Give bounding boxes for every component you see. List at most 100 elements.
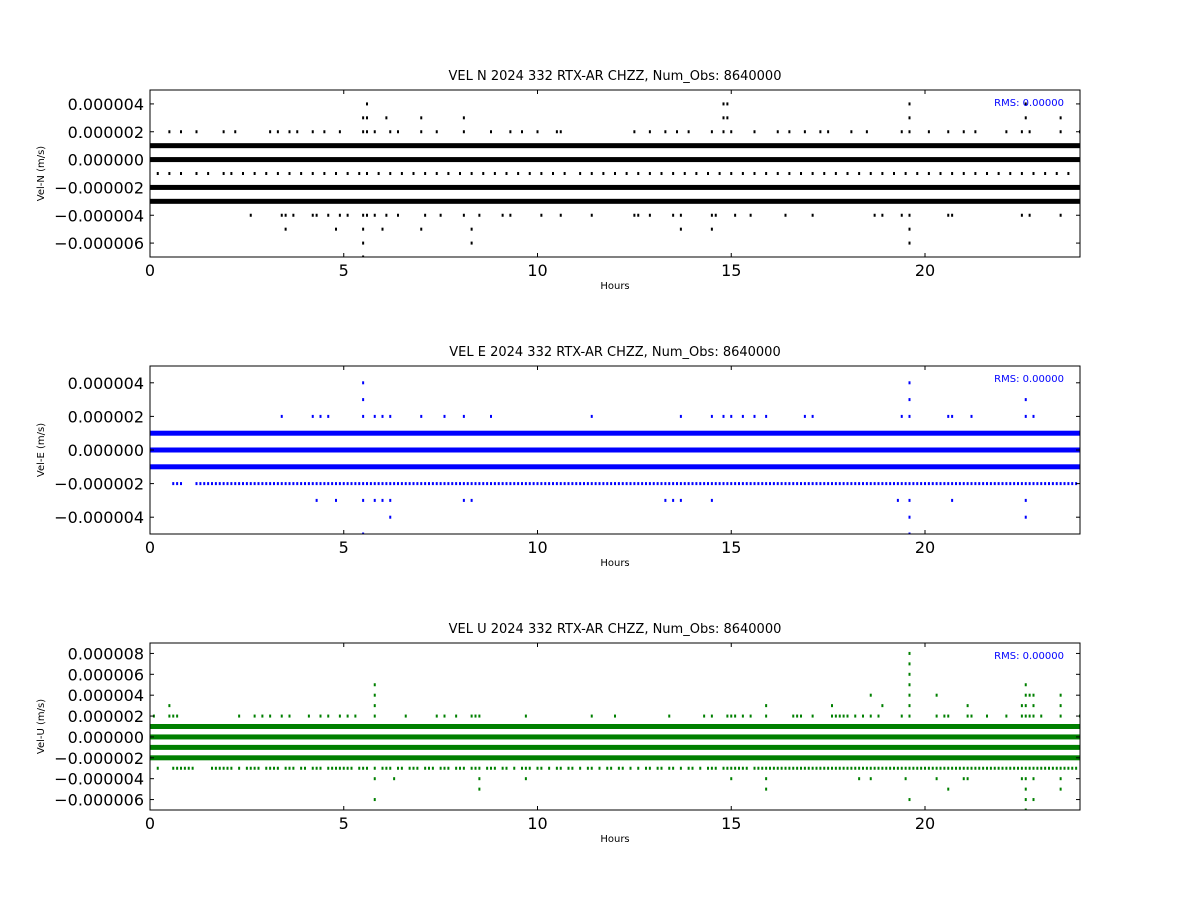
data-point	[660, 482, 663, 486]
data-point	[416, 766, 419, 770]
data-point	[645, 482, 647, 486]
data-point	[645, 766, 647, 770]
data-point	[900, 414, 903, 418]
data-point	[307, 482, 310, 486]
data-point	[404, 714, 407, 718]
data-point	[490, 414, 492, 418]
data-point	[315, 482, 318, 486]
data-point	[803, 414, 806, 418]
data-point	[366, 116, 368, 120]
data-point	[276, 172, 279, 175]
y-tick-label: −0.000006	[54, 791, 144, 810]
data-point	[1017, 766, 1019, 770]
data-point	[420, 130, 423, 134]
data-point	[885, 482, 888, 486]
data-point	[800, 482, 802, 486]
data-point	[900, 130, 903, 134]
data-point	[443, 414, 446, 418]
data-point	[567, 766, 570, 770]
data-point	[435, 482, 438, 486]
data-point	[191, 766, 194, 770]
data-point	[862, 714, 864, 718]
data-point	[722, 130, 725, 134]
data-point	[540, 172, 543, 175]
data-point	[916, 172, 919, 175]
data-point	[249, 213, 252, 217]
data-point	[784, 213, 787, 217]
data-point	[373, 683, 376, 687]
data-point	[505, 482, 508, 486]
data-point	[962, 130, 965, 134]
data-point	[350, 482, 353, 486]
data-point	[931, 482, 934, 486]
data-point	[362, 130, 365, 134]
data-point	[862, 482, 864, 486]
data-point	[935, 693, 938, 697]
data-point	[1028, 766, 1031, 770]
data-point	[1020, 714, 1023, 718]
data-point	[598, 766, 601, 770]
data-point	[811, 414, 814, 418]
data-point	[288, 714, 291, 718]
data-point	[765, 414, 768, 418]
data-point	[908, 766, 911, 770]
data-point	[924, 766, 926, 770]
data-point	[536, 130, 539, 134]
data-point	[1055, 172, 1058, 175]
data-point	[617, 766, 620, 770]
data-point	[927, 766, 930, 770]
data-point	[951, 213, 954, 217]
data-point	[687, 766, 690, 770]
data-point	[749, 714, 752, 718]
data-point	[331, 482, 334, 486]
data-point	[249, 482, 252, 486]
data-point	[571, 482, 574, 486]
data-point	[559, 213, 562, 217]
data-point	[238, 766, 241, 770]
data-point	[1059, 777, 1062, 781]
data-point	[249, 766, 252, 770]
data-point	[482, 482, 485, 486]
data-point	[428, 482, 430, 486]
data-point	[1024, 787, 1027, 791]
data-point	[741, 714, 744, 718]
data-point	[745, 766, 748, 770]
data-point	[462, 482, 465, 486]
data-point	[1020, 704, 1023, 708]
data-point	[811, 172, 814, 175]
data-point	[288, 766, 291, 770]
data-point	[292, 482, 295, 486]
data-point	[265, 766, 268, 770]
data-point	[1017, 482, 1019, 486]
data-point	[362, 241, 365, 245]
data-point	[633, 482, 636, 486]
data-point	[524, 482, 527, 486]
data-point	[362, 532, 365, 534]
data-point	[319, 482, 322, 486]
data-point	[900, 482, 903, 486]
data-point	[528, 482, 531, 486]
data-point	[265, 172, 268, 175]
data-point	[761, 766, 764, 770]
data-point	[908, 227, 911, 231]
data-point	[703, 482, 706, 486]
data-point	[327, 766, 330, 770]
data-point	[253, 172, 256, 175]
data-point	[803, 130, 806, 134]
data-point	[842, 714, 845, 718]
data-point	[431, 766, 434, 770]
data-point	[338, 130, 341, 134]
data-point	[1067, 482, 1070, 486]
data-point	[827, 766, 830, 770]
data-point	[366, 482, 368, 486]
data-point	[1005, 766, 1008, 770]
data-point	[877, 766, 880, 770]
data-point	[1067, 766, 1070, 770]
data-point	[1044, 482, 1047, 486]
data-point	[672, 766, 675, 770]
data-point	[819, 766, 822, 770]
data-point	[1024, 414, 1027, 418]
y-tick-label: 0.000000	[68, 728, 144, 747]
data-point	[908, 102, 911, 106]
